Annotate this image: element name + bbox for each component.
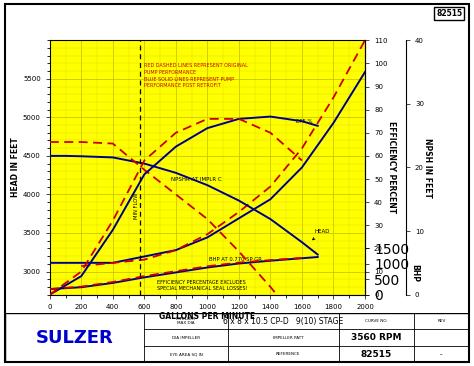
Y-axis label: EFFICIENCY PERCENT: EFFICIENCY PERCENT bbox=[387, 122, 396, 213]
X-axis label: GALLONS PER MINUTE: GALLONS PER MINUTE bbox=[159, 313, 255, 321]
Text: BHP AT 0.770 SP GR: BHP AT 0.770 SP GR bbox=[209, 257, 262, 262]
Text: BHP: BHP bbox=[410, 264, 419, 282]
Text: EFFICIENCY PERCENTAGE EXCLUDES
SPECIAL MECHANICAL SEAL LOSSES!: EFFICIENCY PERCENTAGE EXCLUDES SPECIAL M… bbox=[157, 280, 247, 291]
Text: 6 x 8 x 10.5 CP-D   9(10) STAGE: 6 x 8 x 10.5 CP-D 9(10) STAGE bbox=[223, 317, 344, 326]
Text: EYE AREA SQ IN: EYE AREA SQ IN bbox=[170, 352, 202, 356]
Text: 82515: 82515 bbox=[436, 9, 462, 18]
Text: REV: REV bbox=[437, 319, 446, 323]
Text: MIN FLOW: MIN FLOW bbox=[134, 193, 139, 219]
Text: CURVE NO.: CURVE NO. bbox=[365, 319, 388, 323]
Text: 3560 RPM: 3560 RPM bbox=[351, 333, 401, 342]
Text: SULZER: SULZER bbox=[36, 329, 113, 347]
Text: NPSHR AT IMPLR C: NPSHR AT IMPLR C bbox=[171, 177, 222, 182]
Text: -: - bbox=[440, 351, 443, 357]
Y-axis label: NPSH IN FEET: NPSH IN FEET bbox=[423, 138, 432, 197]
Text: EFF %: EFF % bbox=[296, 119, 312, 124]
Text: RED DASHED LINES REPRESENT ORIGINAL
PUMP PERFORMANCE
BLUE SOLID LINES REPRESENT : RED DASHED LINES REPRESENT ORIGINAL PUMP… bbox=[144, 63, 247, 88]
Text: DIA IMPELLER: DIA IMPELLER bbox=[172, 336, 200, 340]
Text: HEAD: HEAD bbox=[313, 229, 330, 240]
Text: REFERENCE: REFERENCE bbox=[276, 352, 301, 356]
Y-axis label: HEAD IN FEET: HEAD IN FEET bbox=[11, 138, 20, 197]
Text: 82515: 82515 bbox=[361, 350, 392, 359]
Text: IMPELLER PATT: IMPELLER PATT bbox=[273, 336, 303, 340]
Text: IMPELLER
MAX DIA: IMPELLER MAX DIA bbox=[176, 317, 196, 325]
